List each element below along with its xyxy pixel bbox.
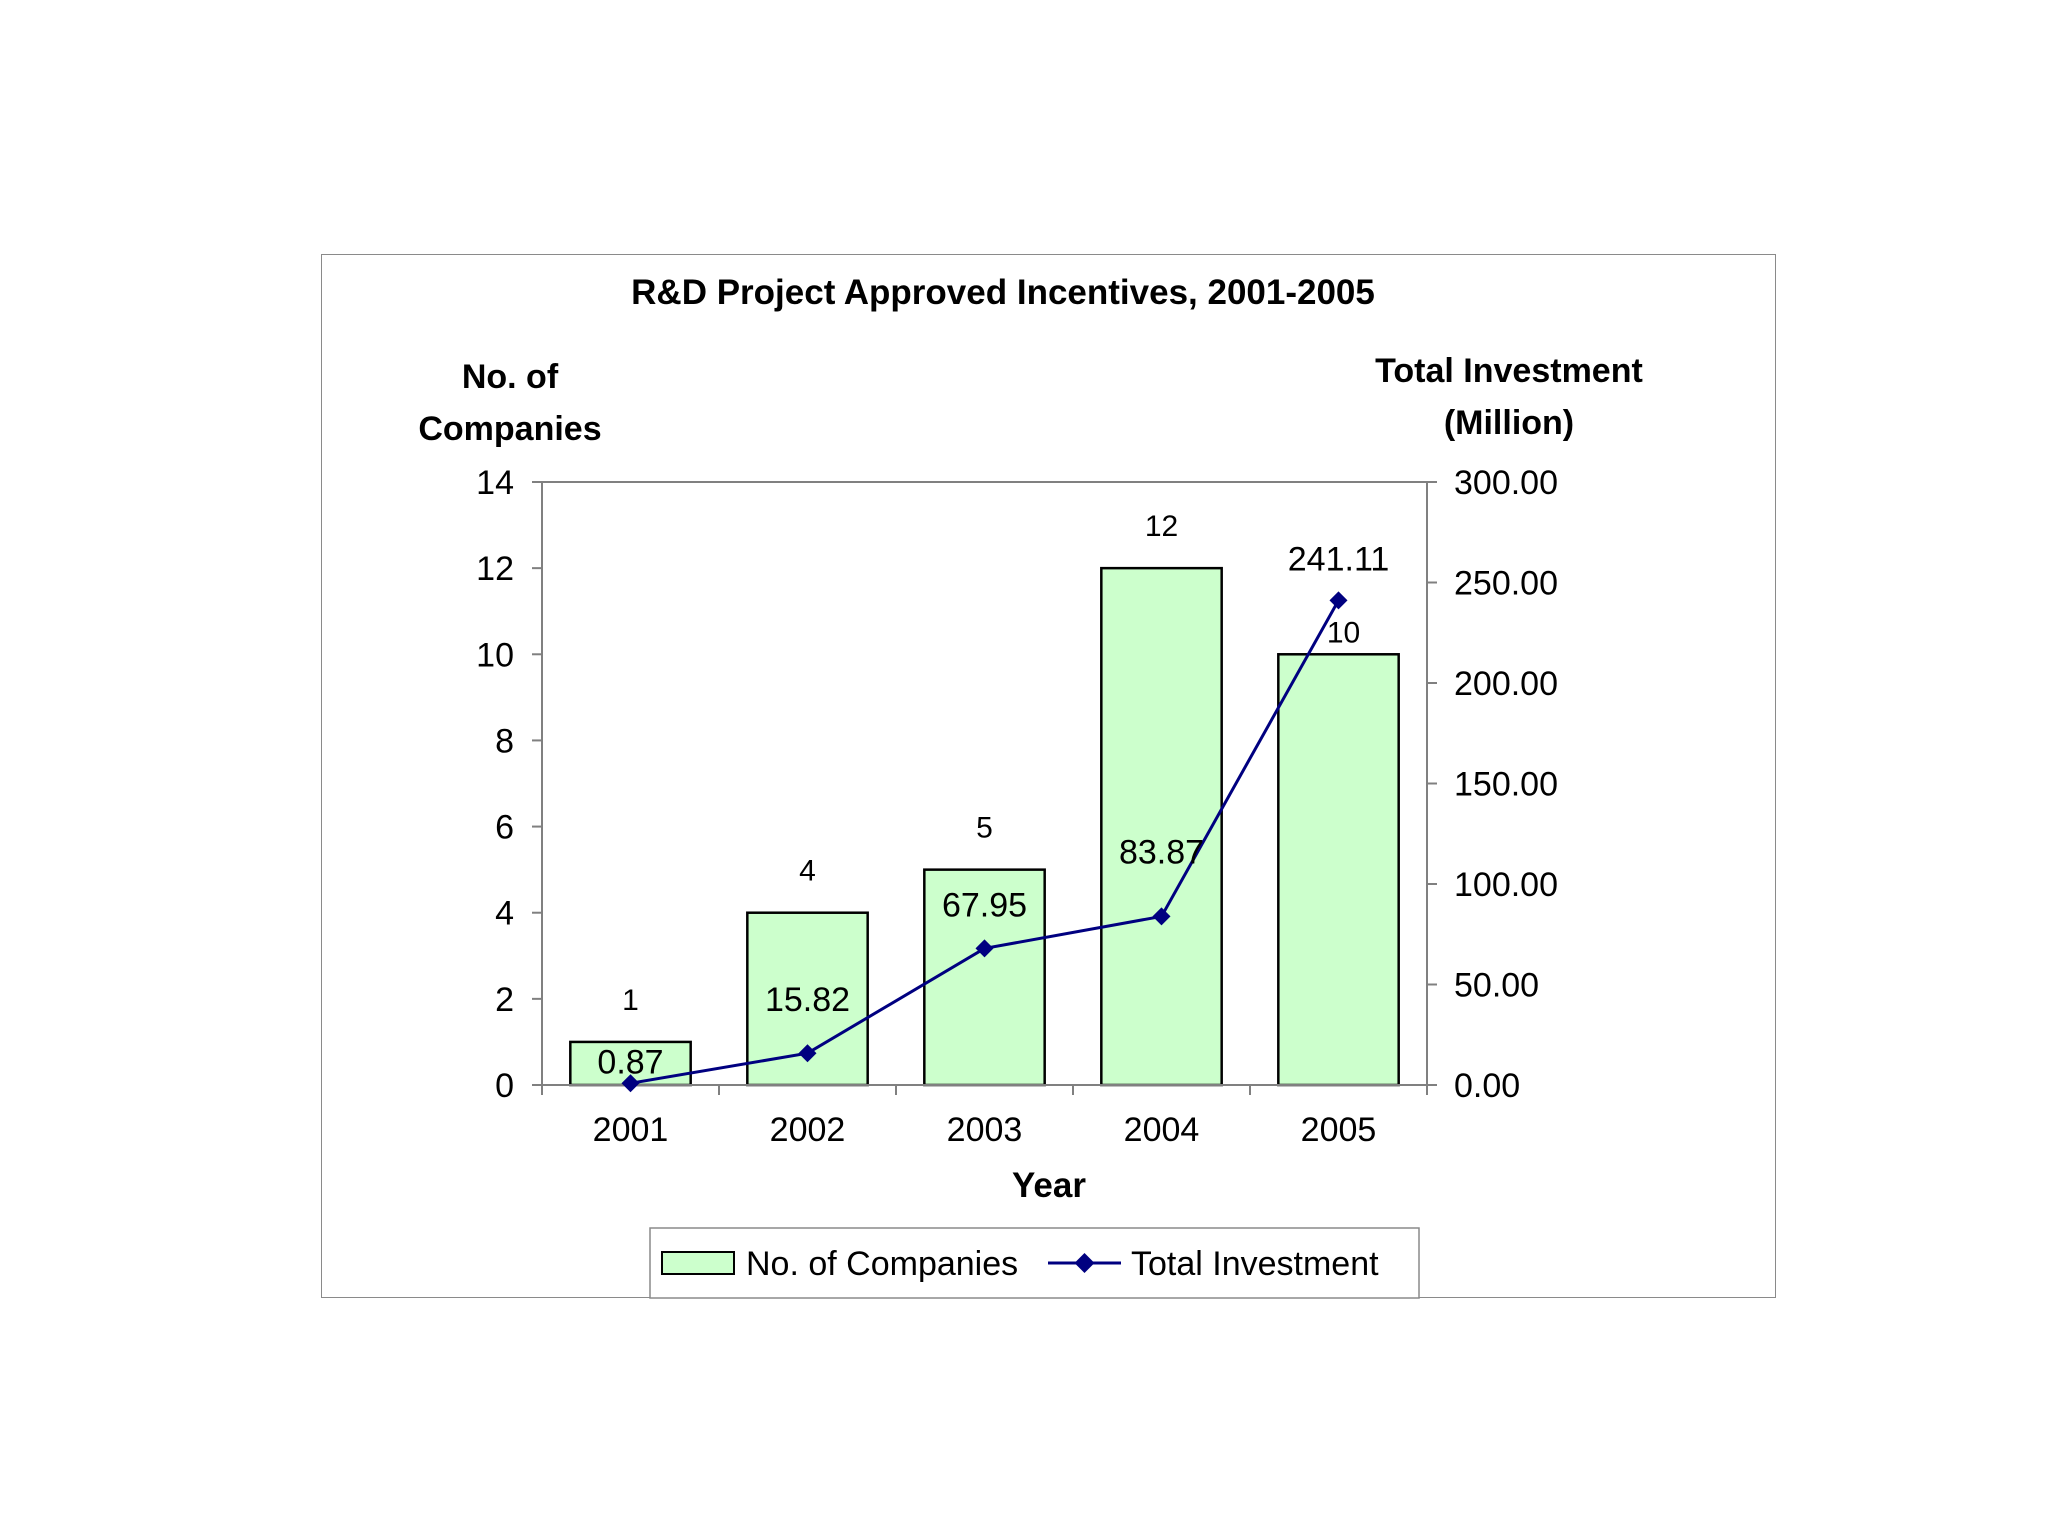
left-axis-title-line2: Companies — [418, 410, 601, 448]
right-axis-title-line1: Total Investment — [1375, 352, 1643, 390]
right-axis-title-line2: (Million) — [1444, 404, 1574, 442]
chart-frame: R&D Project Approved Incentives, 2001-20… — [321, 254, 1776, 1299]
line-data-label: 15.82 — [765, 981, 850, 1019]
left-tick-label: 12 — [476, 550, 514, 588]
legend: No. of Companies Total Investment — [649, 1227, 1420, 1299]
right-tick-label: 150.00 — [1454, 766, 1558, 804]
line-data-label: 241.11 — [1288, 540, 1389, 578]
left-tick-label: 10 — [476, 636, 514, 674]
line-data-label: 67.95 — [942, 886, 1027, 924]
investment-point — [798, 1044, 817, 1063]
legend-box — [649, 1227, 1420, 1299]
x-tick-label: 2005 — [1301, 1111, 1377, 1149]
bar-data-label: 12 — [1145, 510, 1178, 543]
investment-point — [1152, 907, 1171, 926]
bar — [923, 868, 1046, 1087]
x-tick-label: 2001 — [593, 1111, 669, 1149]
investment-point — [1329, 591, 1348, 610]
labels-layer: 1 4 5 12 10 0.87 15.82 67.95 83.87 241.11 — [597, 510, 1389, 1081]
bar — [1100, 566, 1223, 1087]
left-tick-label: 14 — [476, 464, 514, 502]
right-tick-label: 200.00 — [1454, 665, 1558, 703]
bar-data-label: 4 — [799, 855, 816, 888]
right-tick-label: 250.00 — [1454, 565, 1558, 603]
line-layer — [621, 591, 1348, 1093]
x-tick-label: 2003 — [947, 1111, 1023, 1149]
bar — [1277, 653, 1400, 1087]
x-tick-label: 2002 — [770, 1111, 846, 1149]
legend-marker-investment — [1074, 1253, 1095, 1273]
right-tick-label: 300.00 — [1454, 464, 1558, 502]
right-tick-label: 0.00 — [1454, 1067, 1520, 1105]
left-tick-label: 4 — [495, 895, 514, 933]
investment-point — [975, 939, 994, 958]
left-tick-label: 0 — [495, 1067, 514, 1105]
investment-point — [621, 1074, 640, 1093]
x-axis-title: Year — [1012, 1166, 1086, 1205]
legend-label-investment: Total Investment — [1131, 1245, 1379, 1283]
bar-data-label: 10 — [1327, 616, 1360, 649]
bar-data-label: 1 — [622, 984, 639, 1017]
left-tick-label: 2 — [495, 981, 514, 1019]
left-axis-title-line1: No. of — [462, 358, 559, 396]
legend-label-companies: No. of Companies — [746, 1245, 1018, 1283]
right-tick-label: 50.00 — [1454, 967, 1539, 1005]
bars-layer — [569, 566, 1400, 1087]
line-data-label: 83.87 — [1119, 833, 1204, 871]
bar-data-label: 5 — [976, 812, 993, 845]
right-tick-label: 100.00 — [1454, 866, 1558, 904]
left-tick-label: 8 — [495, 722, 514, 760]
legend-swatch-companies — [661, 1251, 735, 1275]
axes-layer: 024681012140.0050.00100.00150.00200.0025… — [476, 464, 1558, 1149]
x-tick-label: 2004 — [1124, 1111, 1200, 1149]
left-tick-label: 6 — [495, 809, 514, 847]
bar — [746, 911, 869, 1087]
chart-svg: R&D Project Approved Incentives, 2001-20… — [418, 273, 1643, 1299]
chart-title: R&D Project Approved Incentives, 2001-20… — [631, 273, 1375, 312]
line-data-label: 0.87 — [597, 1043, 663, 1081]
